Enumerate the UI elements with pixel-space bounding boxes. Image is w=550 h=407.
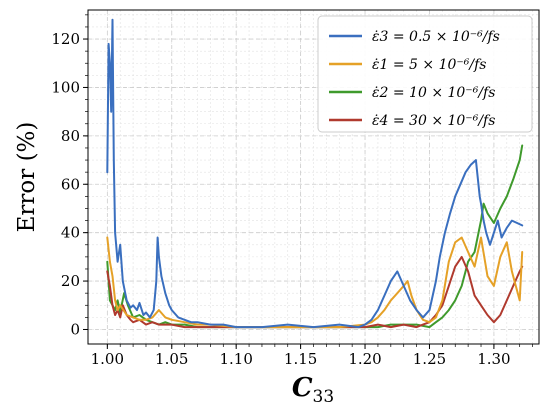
y-tick-label: 120 [51,30,80,48]
y-tick-label: 60 [61,175,80,193]
legend-label: ε̇3 = 0.5 × 10⁻⁶/fs [372,29,500,45]
y-tick-label: 0 [70,320,80,338]
y-axis-label: Error (%) [14,122,40,233]
legend-box [317,15,533,133]
legend-label: ε̇1 = 5 × 10⁻⁶/fs [372,57,487,73]
x-tick-label: 1.00 [91,350,124,368]
x-tick-label: 1.05 [155,350,188,368]
series-layer [106,18,524,329]
tick-labels: 1.00 1.05 1.10 1.15 1.20 1.25 1.30 0 20 40 60 80 100… [51,30,510,368]
y-tick-label: 20 [61,272,80,290]
series-line-1 [106,18,524,329]
series-line-2 [106,236,524,329]
y-tick-label: 80 [61,127,80,145]
major-grid [88,10,539,344]
x-tick-label: 1.25 [413,350,446,368]
x-tick-label: 1.30 [477,350,510,368]
legend-label: ε̇2 = 10 × 10⁻⁶/fs [372,85,495,101]
x-axis-subscript: 33 [313,387,335,407]
x-tick-label: 1.10 [219,350,252,368]
y-tick-label: 100 [51,78,80,96]
legend: ε̇3 = 0.5 × 10⁻⁶/fs ε̇1 = 5 × 10⁻⁶/fs ε̇2 … [317,15,533,133]
legend-label: ε̇4 = 30 × 10⁻⁶/fs [372,113,495,129]
y-tick-label: 40 [61,224,80,242]
axis-ticks [83,14,533,349]
x-tick-label: 1.20 [348,350,381,368]
x-tick-label: 1.15 [284,350,317,368]
